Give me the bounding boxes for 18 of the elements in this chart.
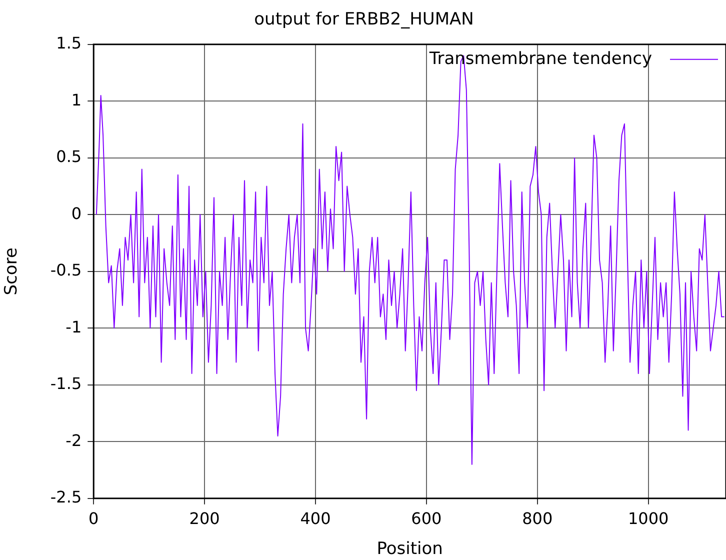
y-tick-label: -0.5 <box>50 260 82 280</box>
y-tick-label: -2 <box>66 430 82 450</box>
y-tick-label: 1.5 <box>56 34 82 53</box>
x-tick-label: 600 <box>411 509 442 528</box>
y-tick-label: -2.5 <box>50 488 82 507</box>
x-tick-label: 200 <box>189 509 220 528</box>
chart-title: output for ERBB2_HUMAN <box>254 10 474 30</box>
x-tick-label: 400 <box>300 509 331 528</box>
x-tick-label: 0 <box>88 509 99 528</box>
y-tick-label: 0 <box>71 204 82 223</box>
x-tick-label: 1000 <box>628 509 669 528</box>
y-tick-label: 0.5 <box>56 147 82 166</box>
y-axis-title: Score <box>2 248 22 296</box>
y-tick-label: 1 <box>71 90 82 110</box>
x-tick-label: 800 <box>522 509 553 528</box>
x-axis-title: Position <box>376 539 443 560</box>
y-tick-label: -1.5 <box>50 374 82 394</box>
y-tick-label: -1 <box>66 317 82 336</box>
